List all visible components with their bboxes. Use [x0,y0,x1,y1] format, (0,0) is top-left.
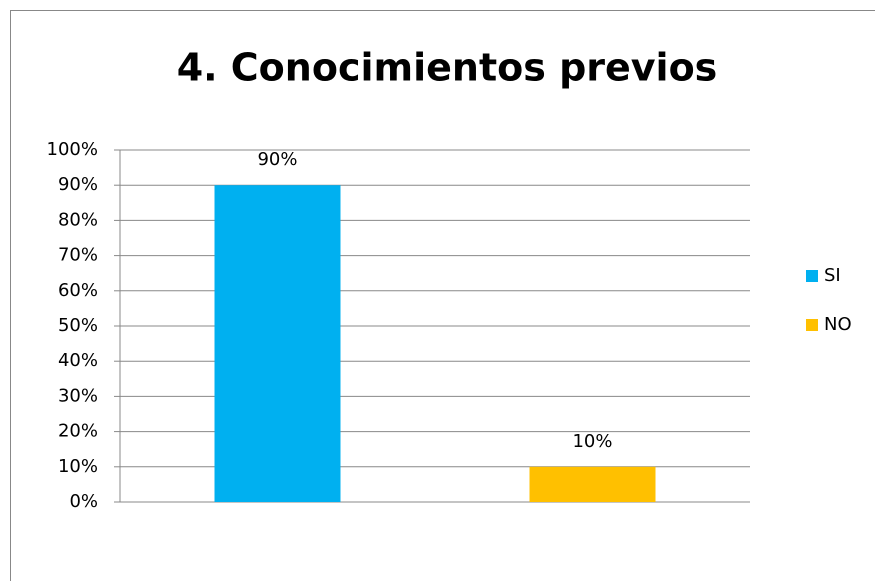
legend-label: NO [824,314,852,335]
y-tick-label: 0% [69,491,98,512]
y-tick-label: 30% [58,385,98,406]
y-tick-label: 80% [58,209,98,230]
data-label: 90% [257,149,297,170]
data-label: 10% [572,431,612,452]
bar [214,185,341,502]
y-tick-label: 10% [58,456,98,477]
y-tick-label: 90% [58,174,98,195]
bar [529,466,656,502]
legend-label: SI [824,265,841,286]
y-tick-label: 20% [58,421,98,442]
y-tick-label: 70% [58,245,98,266]
y-tick-label: 50% [58,315,98,336]
y-tick-label: 40% [58,350,98,371]
legend-swatch [806,270,818,282]
chart-frame [10,10,875,581]
y-tick-label: 100% [47,139,98,160]
legend-swatch [806,319,818,331]
y-tick-label: 60% [58,280,98,301]
chart-title: 4. Conocimientos previos [177,46,718,90]
